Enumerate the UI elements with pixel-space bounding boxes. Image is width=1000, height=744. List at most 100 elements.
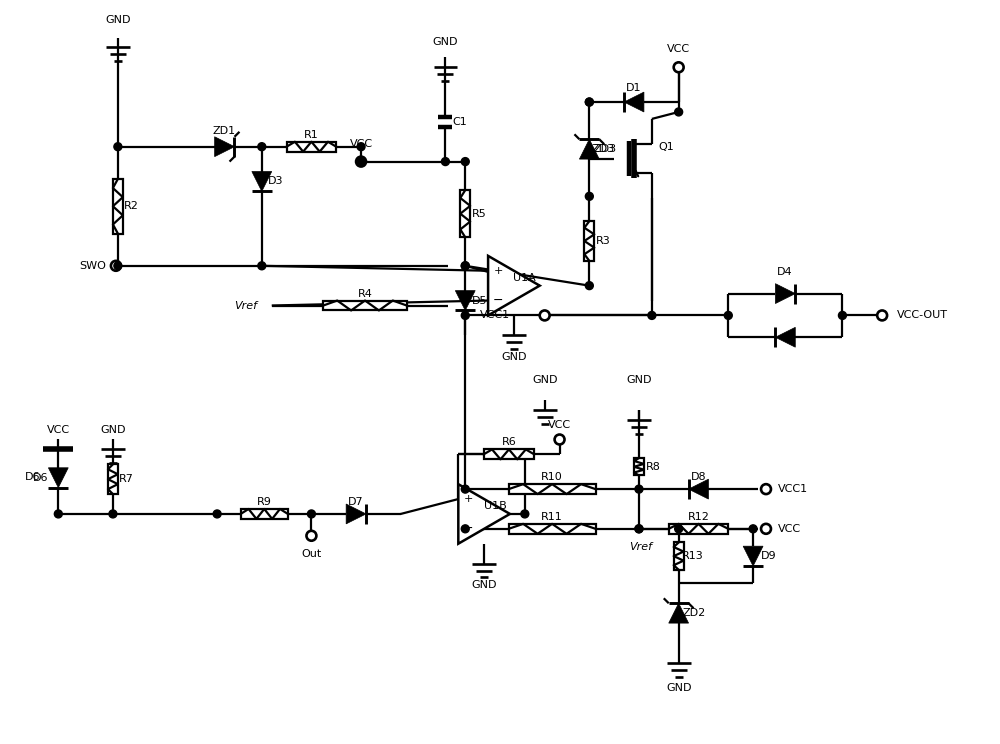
Text: D5: D5 bbox=[471, 295, 487, 306]
Circle shape bbox=[258, 262, 266, 270]
Circle shape bbox=[461, 525, 469, 533]
Circle shape bbox=[585, 193, 593, 200]
Polygon shape bbox=[48, 468, 68, 487]
Text: R7: R7 bbox=[119, 474, 134, 484]
Circle shape bbox=[585, 98, 593, 106]
Circle shape bbox=[114, 143, 122, 151]
Text: D6: D6 bbox=[33, 472, 48, 483]
Text: R10: R10 bbox=[541, 472, 563, 482]
Circle shape bbox=[749, 525, 757, 533]
Polygon shape bbox=[252, 172, 272, 191]
Polygon shape bbox=[455, 291, 475, 310]
Bar bbox=[509, 484, 596, 494]
Text: VCC-OUT: VCC-OUT bbox=[897, 310, 948, 321]
Text: U1B: U1B bbox=[484, 501, 506, 511]
Text: Vref: Vref bbox=[234, 301, 257, 310]
Text: ZD3: ZD3 bbox=[594, 144, 617, 154]
Circle shape bbox=[675, 525, 683, 533]
Text: D6: D6 bbox=[25, 472, 40, 482]
Text: R2: R2 bbox=[124, 201, 139, 211]
Polygon shape bbox=[346, 504, 366, 524]
Circle shape bbox=[461, 262, 469, 270]
Bar bbox=[584, 221, 594, 261]
Text: C1: C1 bbox=[452, 117, 467, 127]
Text: D9: D9 bbox=[761, 551, 777, 561]
Circle shape bbox=[585, 98, 593, 106]
Text: GND: GND bbox=[100, 425, 126, 434]
Circle shape bbox=[635, 485, 643, 493]
Polygon shape bbox=[215, 137, 234, 157]
Circle shape bbox=[635, 525, 643, 533]
Circle shape bbox=[461, 485, 469, 493]
Text: D4: D4 bbox=[777, 267, 793, 277]
Polygon shape bbox=[458, 484, 510, 544]
Text: GND: GND bbox=[666, 683, 691, 693]
Text: Q1: Q1 bbox=[659, 141, 675, 152]
Text: +: + bbox=[464, 494, 473, 504]
Polygon shape bbox=[624, 92, 644, 112]
Text: GND: GND bbox=[501, 352, 527, 362]
Polygon shape bbox=[669, 603, 689, 623]
Text: D8: D8 bbox=[691, 472, 706, 482]
Polygon shape bbox=[743, 546, 763, 566]
Circle shape bbox=[213, 510, 221, 518]
Circle shape bbox=[461, 312, 469, 319]
Text: VCC: VCC bbox=[548, 420, 571, 429]
Text: R5: R5 bbox=[472, 208, 487, 219]
Text: D7: D7 bbox=[348, 497, 364, 507]
Text: −: − bbox=[463, 522, 473, 536]
Text: R6: R6 bbox=[502, 437, 516, 447]
Text: R1: R1 bbox=[304, 129, 319, 140]
Text: +: + bbox=[493, 266, 503, 276]
Circle shape bbox=[838, 312, 846, 319]
Text: R13: R13 bbox=[682, 551, 703, 561]
Bar bbox=[509, 524, 596, 533]
Circle shape bbox=[109, 510, 117, 518]
Polygon shape bbox=[579, 139, 599, 159]
Text: GND: GND bbox=[433, 37, 458, 48]
Polygon shape bbox=[775, 327, 795, 347]
Circle shape bbox=[461, 262, 469, 270]
Text: ZD3: ZD3 bbox=[592, 144, 615, 154]
Bar bbox=[108, 464, 118, 494]
Text: Out: Out bbox=[301, 548, 322, 559]
Circle shape bbox=[441, 158, 449, 166]
Text: R4: R4 bbox=[358, 289, 372, 298]
Circle shape bbox=[54, 510, 62, 518]
Text: VCC: VCC bbox=[47, 425, 70, 434]
Text: SWO: SWO bbox=[79, 261, 106, 271]
Circle shape bbox=[461, 158, 469, 166]
Bar bbox=[674, 542, 684, 570]
Text: R9: R9 bbox=[257, 497, 272, 507]
Circle shape bbox=[357, 143, 365, 151]
Circle shape bbox=[521, 510, 529, 518]
Text: VCC: VCC bbox=[667, 45, 690, 54]
Bar bbox=[669, 524, 728, 533]
Circle shape bbox=[648, 312, 656, 319]
Text: U1A: U1A bbox=[513, 273, 536, 283]
Text: D3: D3 bbox=[268, 176, 283, 187]
Bar bbox=[634, 458, 644, 475]
Text: VCC1: VCC1 bbox=[480, 310, 510, 321]
Text: Vref: Vref bbox=[629, 542, 652, 552]
Circle shape bbox=[675, 108, 683, 116]
Text: GND: GND bbox=[532, 375, 557, 385]
Text: R3: R3 bbox=[596, 236, 611, 246]
Bar bbox=[460, 190, 470, 237]
Circle shape bbox=[307, 510, 315, 518]
Text: R8: R8 bbox=[645, 462, 660, 472]
Polygon shape bbox=[689, 479, 708, 499]
Text: VCC: VCC bbox=[778, 524, 801, 534]
Text: ZD1: ZD1 bbox=[213, 126, 236, 136]
Bar bbox=[287, 142, 336, 152]
Circle shape bbox=[114, 262, 122, 270]
Circle shape bbox=[724, 312, 732, 319]
Circle shape bbox=[585, 282, 593, 289]
Bar bbox=[323, 301, 407, 310]
Text: GND: GND bbox=[105, 15, 131, 25]
Text: VCC: VCC bbox=[349, 138, 373, 149]
Text: D1: D1 bbox=[626, 83, 642, 93]
Text: GND: GND bbox=[626, 375, 652, 385]
Bar bbox=[113, 179, 123, 234]
Bar bbox=[484, 449, 534, 459]
